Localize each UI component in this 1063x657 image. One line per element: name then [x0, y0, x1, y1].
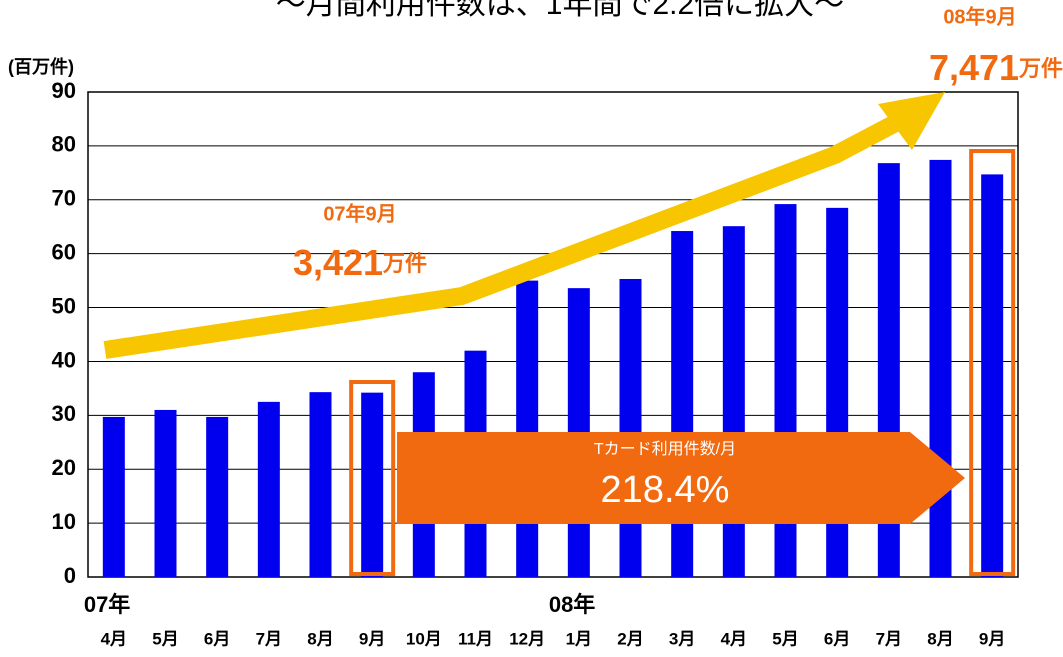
year-label: 07年 — [84, 592, 130, 617]
x-tick-label: 2月 — [617, 629, 643, 648]
bar — [206, 416, 229, 577]
x-tick-label: 11月 — [458, 629, 493, 648]
highlight-box — [349, 380, 396, 576]
x-tick-label: 1月 — [566, 629, 592, 648]
y-tick-label: 30 — [52, 401, 76, 426]
x-tick-label: 9月 — [979, 629, 1005, 648]
annotation-value: 7,471万件 — [929, 47, 1063, 88]
y-tick-label: 10 — [52, 509, 76, 534]
chart-title: 〜月間利用件数は、1年間で2.2倍に拡大〜 — [276, 0, 844, 21]
annotation-number: 3,421 — [293, 242, 383, 283]
y-tick-label: 80 — [52, 132, 76, 157]
x-tick-label: 8月 — [927, 629, 953, 648]
y-tick-label: 50 — [52, 293, 76, 318]
y-tick-label: 0 — [64, 563, 76, 588]
y-axis-label: (百万件) — [8, 56, 74, 77]
callout-label: Tカード利用件数/月 — [594, 440, 736, 458]
annotation-number: 7,471 — [929, 47, 1019, 88]
x-tick-label: 5月 — [772, 629, 798, 648]
x-tick-label: 7月 — [256, 629, 282, 648]
plot-frame — [87, 91, 1019, 578]
bar — [929, 159, 952, 577]
year-label: 08年 — [549, 592, 595, 617]
y-tick-label: 90 — [52, 78, 76, 103]
callout-value: 218.4% — [601, 469, 730, 511]
x-tick-label: 3月 — [669, 629, 695, 648]
bar — [722, 226, 745, 577]
x-tick-label: 12月 — [509, 629, 545, 648]
bar — [671, 231, 694, 578]
bar — [619, 278, 642, 577]
y-tick-label: 70 — [52, 186, 76, 211]
annotation-value: 3,421万件 — [293, 242, 427, 283]
bar — [102, 416, 125, 577]
bar — [257, 401, 280, 577]
annotation-unit: 万件 — [382, 251, 427, 276]
bar — [361, 392, 384, 577]
x-tick-label: 4月 — [721, 629, 747, 648]
y-tick-label: 40 — [52, 347, 76, 372]
annotation-date: 08年9月 — [943, 4, 1016, 28]
trend-arrow-head — [878, 92, 945, 150]
trend-arrow — [103, 110, 910, 359]
x-tick-label: 4月 — [101, 629, 127, 648]
bar — [309, 392, 332, 577]
x-tick-label: 9月 — [359, 629, 385, 648]
annotation-date: 07年9月 — [323, 201, 396, 225]
bar — [981, 174, 1004, 577]
annotation-unit: 万件 — [1018, 56, 1063, 81]
x-tick-label: 7月 — [876, 629, 902, 648]
highlight-box — [969, 149, 1016, 576]
bar — [154, 409, 177, 577]
bar — [516, 280, 539, 577]
x-tick-label: 6月 — [204, 629, 230, 648]
x-tick-label: 10月 — [406, 629, 442, 648]
x-tick-label: 5月 — [152, 629, 178, 648]
y-tick-label: 20 — [52, 455, 76, 480]
x-tick-label: 8月 — [307, 629, 333, 648]
x-tick-label: 6月 — [824, 629, 850, 648]
callout-arrow — [397, 432, 965, 524]
y-tick-label: 60 — [52, 239, 76, 264]
